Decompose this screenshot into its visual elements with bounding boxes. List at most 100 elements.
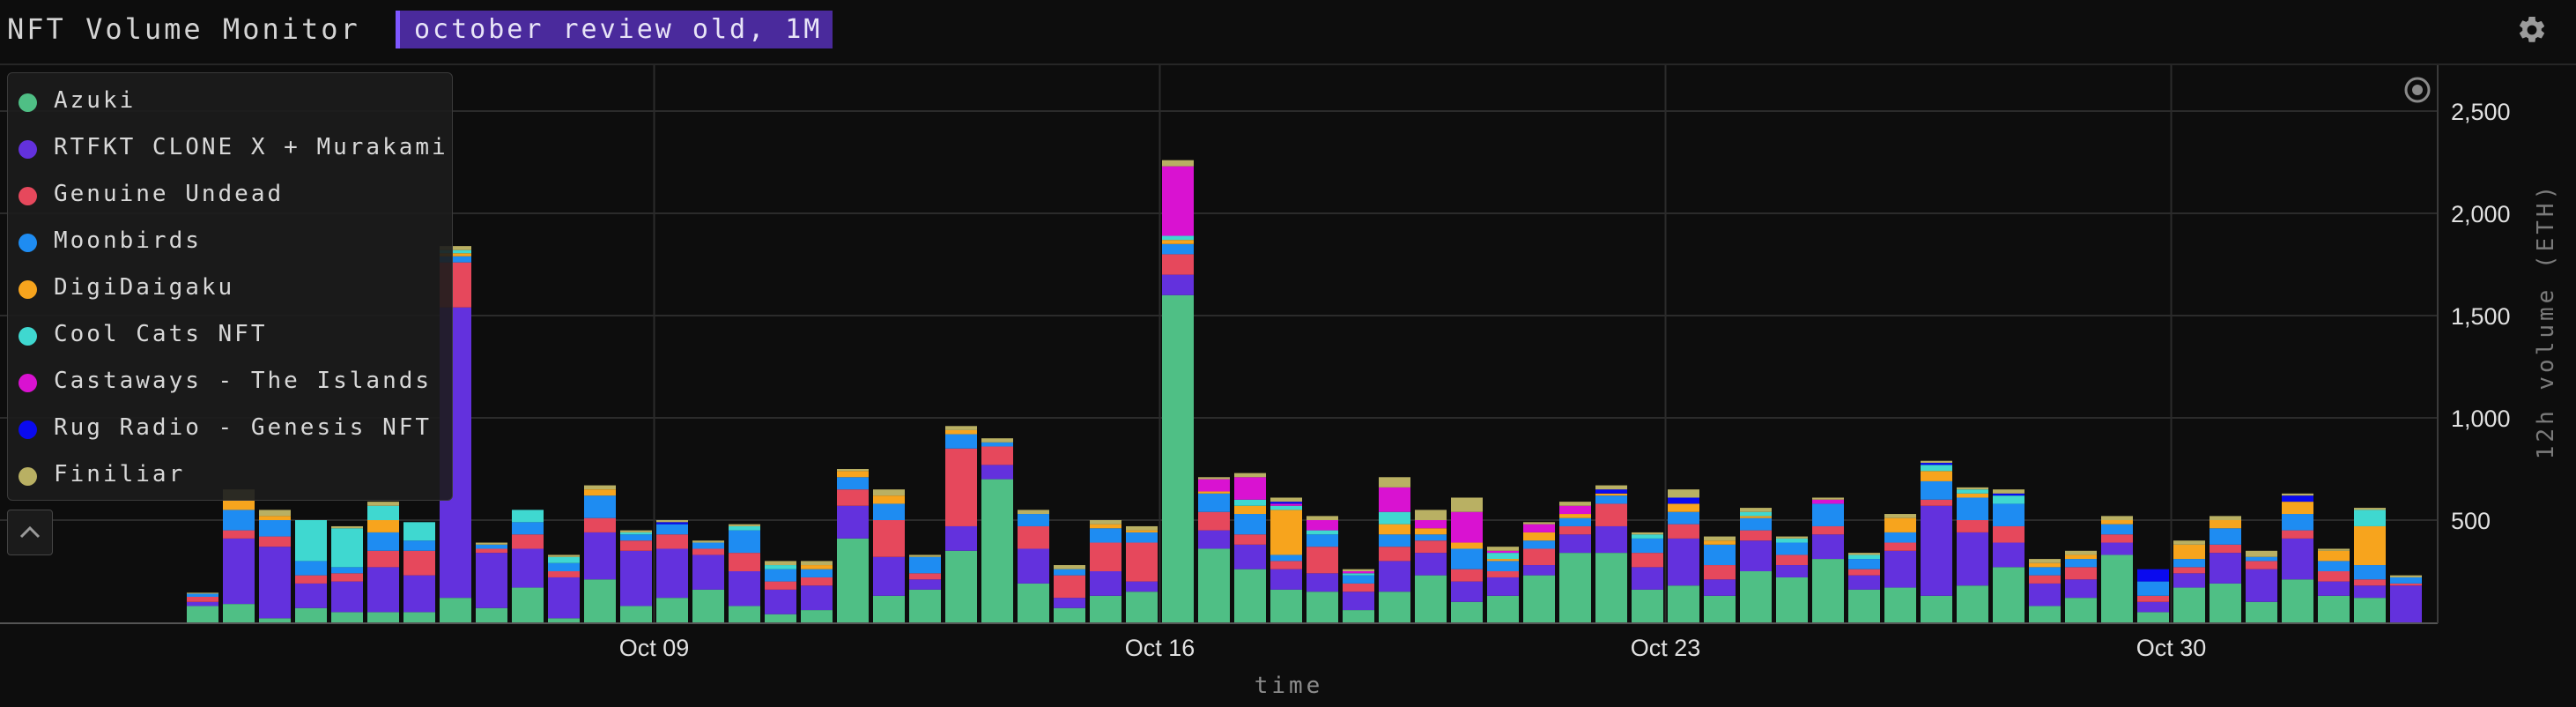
bar-stack[interactable]: [1270, 497, 1302, 622]
bar-segment: [440, 256, 471, 263]
bar-stack[interactable]: [1993, 489, 2025, 622]
bar-stack[interactable]: [584, 485, 616, 622]
bar-stack[interactable]: [1848, 553, 1880, 622]
bar-stack[interactable]: [1812, 497, 1844, 622]
bar-stack[interactable]: [1307, 516, 1338, 622]
bar-stack[interactable]: [2029, 559, 2061, 622]
bar-segment: [1270, 554, 1302, 562]
bar-stack[interactable]: [1595, 485, 1627, 622]
time-range-selector[interactable]: october review old, 1M: [396, 11, 833, 48]
bar-stack[interactable]: [1632, 532, 1663, 622]
bar-segment: [1921, 499, 1952, 506]
bar-stack[interactable]: [1740, 508, 1772, 622]
bar-stack[interactable]: [945, 426, 977, 622]
bar-segment: [2390, 577, 2422, 584]
bar-stack[interactable]: [223, 489, 255, 622]
bar-stack[interactable]: [981, 438, 1013, 622]
bar-stack[interactable]: [2390, 575, 2422, 622]
bar-segment: [2029, 559, 2061, 563]
bar-stack[interactable]: [1415, 510, 1447, 622]
bar-stack[interactable]: [1776, 536, 1808, 622]
legend-item[interactable]: Cool Cats NFT: [8, 314, 448, 360]
bar-stack[interactable]: [1090, 520, 1121, 622]
bar-segment: [2246, 569, 2277, 602]
bar-stack[interactable]: [548, 554, 580, 622]
bar-stack[interactable]: [692, 540, 724, 622]
bar-stack[interactable]: [2318, 548, 2350, 622]
bar-segment: [1162, 235, 1194, 241]
bar-stack[interactable]: [1018, 510, 1049, 622]
bar-segment: [656, 534, 688, 549]
bar-stack[interactable]: [2354, 508, 2386, 622]
x-tick-label: Oct 16: [1125, 635, 1195, 661]
bar-stack[interactable]: [1379, 477, 1410, 622]
bar-segment: [981, 446, 1013, 465]
bar-stack[interactable]: [2173, 540, 2205, 622]
bar-stack[interactable]: [1198, 477, 1230, 622]
bar-segment: [1993, 567, 2025, 622]
bar-segment: [1451, 601, 1483, 622]
settings-button[interactable]: [2516, 14, 2548, 46]
bar-segment: [2318, 548, 2350, 551]
bar-stack[interactable]: [2065, 550, 2097, 622]
bar-stack[interactable]: [187, 592, 218, 622]
legend-item[interactable]: Finiliar: [8, 454, 448, 500]
legend-item[interactable]: RTFKT CLONE X + Murakami: [8, 127, 448, 173]
bar-stack[interactable]: [765, 561, 796, 622]
bar-stack[interactable]: [1487, 547, 1519, 622]
bar-stack[interactable]: [873, 489, 905, 622]
bar-stack[interactable]: [1921, 460, 1952, 622]
legend-color-dot: [19, 187, 37, 205]
bar-stack[interactable]: [331, 525, 363, 622]
legend-item[interactable]: DigiDaigaku: [8, 267, 448, 313]
legend-item[interactable]: Moonbirds: [8, 220, 448, 266]
bar-stack[interactable]: [1668, 489, 1699, 622]
bar-segment: [2065, 550, 2097, 555]
legend-item[interactable]: Azuki: [8, 80, 448, 126]
bar-stack[interactable]: [367, 502, 399, 622]
bar-stack[interactable]: [1343, 569, 1374, 622]
bar-segment: [2210, 553, 2241, 584]
bar-segment: [1451, 542, 1483, 549]
legend-item[interactable]: Genuine Undead: [8, 174, 448, 220]
bar-stack[interactable]: [2137, 569, 2169, 622]
bar-stack[interactable]: [837, 469, 869, 622]
bar-stack[interactable]: [1162, 160, 1194, 622]
bar-stack[interactable]: [909, 554, 941, 622]
y-tick-label: 2,500: [2451, 99, 2511, 125]
bar-segment: [1415, 528, 1447, 535]
legend-item[interactable]: Castaways - The Islands: [8, 361, 448, 406]
bar-stack[interactable]: [259, 510, 291, 622]
bar-stack[interactable]: [1126, 525, 1158, 622]
bar-stack[interactable]: [512, 510, 544, 622]
bar-stack[interactable]: [2101, 516, 2133, 622]
bar-stack[interactable]: [403, 522, 435, 622]
focus-button[interactable]: [2403, 76, 2432, 104]
bar-segment: [403, 522, 435, 541]
bar-stack[interactable]: [1451, 497, 1483, 622]
bar-stack[interactable]: [476, 542, 507, 622]
bar-segment: [1559, 514, 1591, 518]
bar-stack[interactable]: [1704, 536, 1736, 622]
bar-stack[interactable]: [801, 561, 833, 622]
bar-segment: [1343, 610, 1374, 622]
bar-stack[interactable]: [656, 520, 688, 622]
bar-stack[interactable]: [295, 520, 327, 622]
bar-stack[interactable]: [1559, 502, 1591, 622]
bar-segment: [729, 606, 760, 622]
legend-item[interactable]: Rug Radio - Genesis NFT: [8, 407, 448, 453]
bar-stack[interactable]: [2282, 493, 2313, 622]
bar-stack[interactable]: [620, 530, 652, 622]
bar-stack[interactable]: [1884, 514, 1916, 622]
bar-stack[interactable]: [1054, 565, 1085, 622]
bar-segment: [2065, 559, 2097, 568]
bar-segment: [765, 561, 796, 566]
bar-stack[interactable]: [2210, 516, 2241, 622]
bar-stack[interactable]: [1523, 522, 1555, 622]
bar-segment: [2318, 581, 2350, 596]
bar-stack[interactable]: [1234, 473, 1266, 622]
bar-stack[interactable]: [729, 524, 760, 622]
bar-stack[interactable]: [2246, 550, 2277, 622]
collapse-legend-button[interactable]: [7, 510, 53, 555]
bar-stack[interactable]: [1957, 487, 1988, 622]
